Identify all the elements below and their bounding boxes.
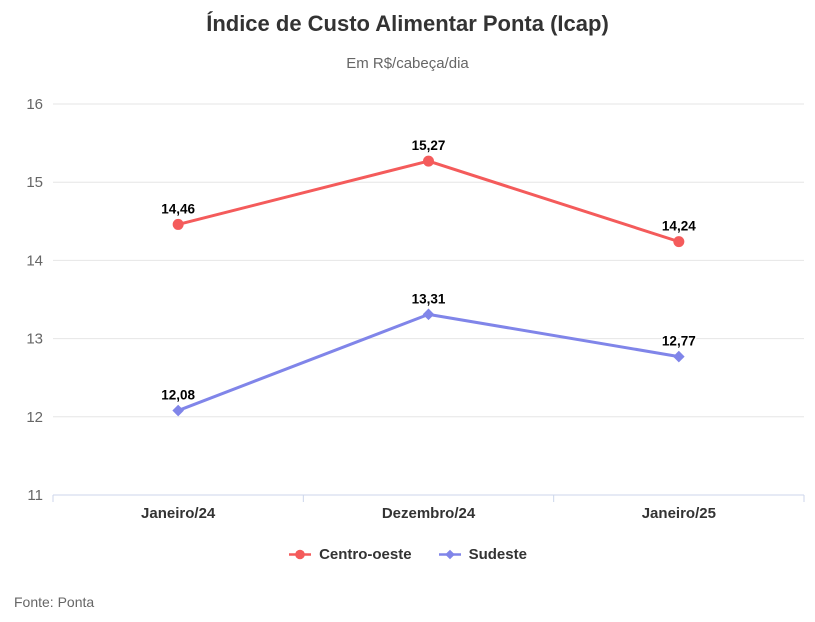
legend-item-centro-oeste[interactable]: Centro-oeste: [288, 546, 412, 563]
legend-label-sudeste: Sudeste: [468, 546, 527, 563]
chart-subtitle: Em R$/cabeça/dia: [346, 55, 469, 72]
data-point-sudeste[interactable]: [422, 308, 435, 321]
data-label: 14,46: [161, 201, 195, 216]
chart-title: Índice de Custo Alimentar Ponta (Icap): [206, 11, 609, 36]
data-point-centro-oeste[interactable]: [172, 218, 184, 230]
data-label: 14,24: [662, 219, 696, 234]
legend: Centro-oeste Sudeste: [0, 546, 815, 563]
data-label: 12,77: [662, 334, 696, 349]
series-line-sudeste[interactable]: [176, 312, 681, 413]
plot-area: 11 12 13 14 15 16 Janeiro/24 Dezembro/24 Janeiro…: [26, 96, 805, 522]
data-point-centro-oeste[interactable]: [673, 236, 685, 248]
data-label: 15,27: [412, 138, 446, 153]
centro-oeste-line-circle-icon: [289, 549, 312, 560]
y-axis-label: 16: [26, 96, 43, 113]
series-line-centro-oeste[interactable]: [176, 159, 681, 244]
source-credit: Fonte: Ponta: [14, 594, 95, 610]
x-axis-label: Janeiro/25: [642, 505, 716, 522]
y-axis-label: 13: [26, 331, 43, 348]
data-label: 12,08: [161, 388, 195, 403]
sudeste-line-diamond-icon: [438, 549, 461, 560]
y-axis-label: 14: [26, 252, 43, 269]
legend-symbol-circle: [295, 549, 305, 560]
data-point-centro-oeste[interactable]: [423, 155, 434, 167]
y-axis-label: 11: [27, 487, 43, 504]
x-axis-label: Janeiro/24: [141, 505, 216, 522]
data-label: 13,31: [412, 291, 446, 306]
y-axis-label: 12: [26, 409, 43, 426]
legend-item-sudeste[interactable]: Sudeste: [438, 546, 527, 563]
legend-symbol-diamond: [444, 549, 455, 560]
legend-label-centro-oeste: Centro-oeste: [319, 546, 412, 563]
data-point-sudeste[interactable]: [172, 404, 184, 417]
x-axis-label: Dezembro/24: [382, 505, 476, 522]
data-point-sudeste[interactable]: [673, 350, 685, 363]
y-axis-label: 15: [26, 174, 43, 191]
